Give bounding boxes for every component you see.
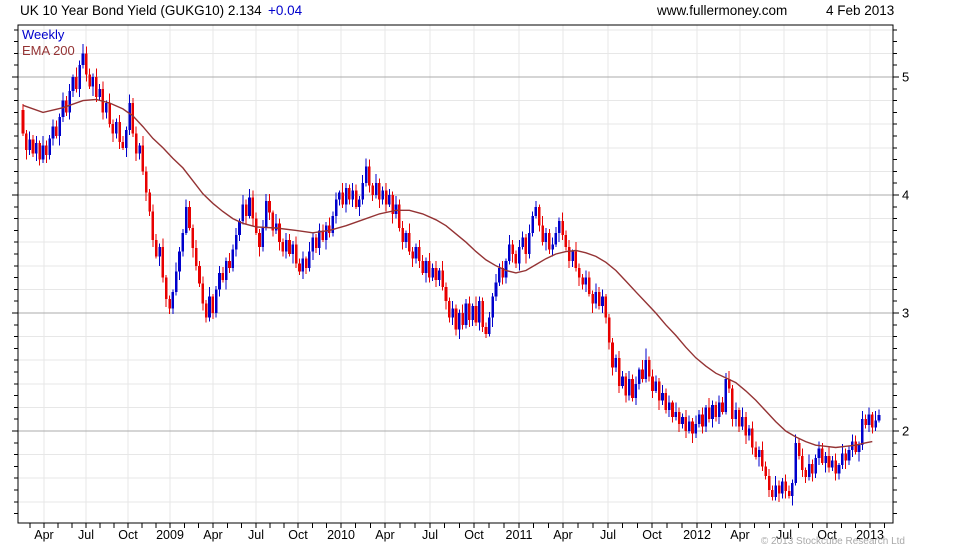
svg-text:Apr: Apr [730,528,749,542]
svg-text:2009: 2009 [156,528,184,542]
svg-text:Apr: Apr [34,528,53,542]
plot-frame [17,24,894,524]
svg-text:Jul: Jul [776,528,792,542]
svg-text:3: 3 [902,306,909,321]
axis-ticks [12,29,899,528]
svg-text:5: 5 [902,70,909,85]
svg-text:Jul: Jul [78,528,94,542]
copyright-text: © 2013 Stockcube Research Ltd [760,536,905,547]
svg-text:Apr: Apr [375,528,394,542]
chart-header: UK 10 Year Bond Yield (GUKG10) 2.134 +0.… [0,0,980,20]
page-title: UK 10 Year Bond Yield (GUKG10) 2.134 [20,3,262,18]
svg-text:Apr: Apr [553,528,572,542]
svg-text:2013: 2013 [856,528,884,542]
svg-text:2011: 2011 [506,528,533,542]
svg-text:Oct: Oct [118,528,138,542]
date-text: 4 Feb 2013 [826,3,895,18]
svg-text:Oct: Oct [288,528,308,542]
site-text: www.fullermoney.com [657,3,788,18]
svg-text:Jul: Jul [248,528,264,542]
svg-text:2012: 2012 [683,528,711,542]
svg-text:2: 2 [902,424,909,439]
legend-ema-label: EMA 200 [22,43,75,58]
svg-text:4: 4 [902,188,909,203]
svg-text:2010: 2010 [327,528,355,542]
svg-text:Oct: Oct [642,528,662,542]
ema-line [22,98,873,449]
svg-text:Jul: Jul [422,528,438,542]
gridlines [18,25,893,523]
y-axis-labels: 5 4 3 2 [902,70,909,439]
candles-layer [21,43,881,506]
svg-text:Oct: Oct [817,528,837,542]
x-axis-labels: Apr Jul Oct 2009 Apr Jul Oct 2010 Apr Jul Oct 2011 A… [34,528,884,542]
legend-timeframe-label: Weekly [22,27,65,42]
svg-text:Oct: Oct [464,528,484,542]
svg-text:Apr: Apr [203,528,222,542]
price-change: +0.04 [268,3,303,18]
svg-text:Jul: Jul [600,528,616,542]
